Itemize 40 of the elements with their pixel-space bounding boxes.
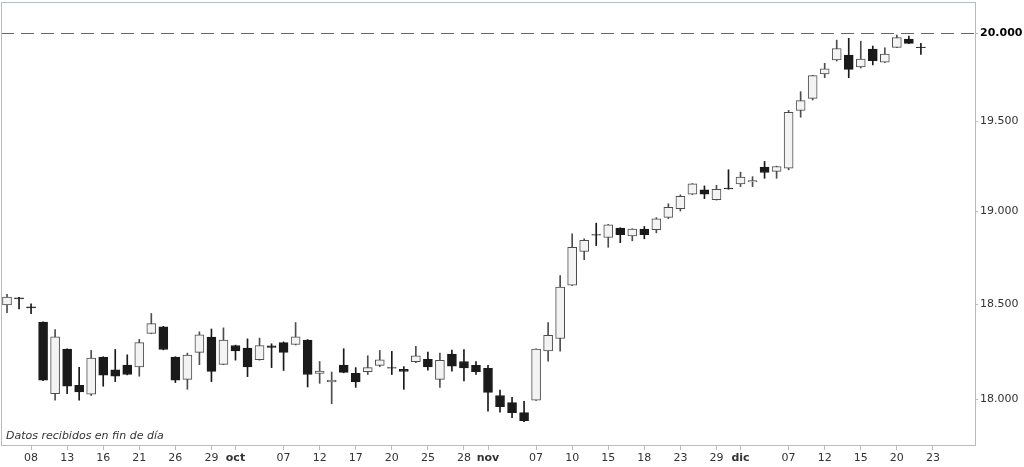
x-tick-label: 21 — [132, 451, 147, 465]
x-tick-label: 16 — [96, 451, 111, 465]
candlestick — [26, 303, 36, 315]
x-tick-label: oct — [225, 451, 246, 465]
candlestick — [14, 297, 24, 310]
x-tick-label: 13 — [60, 451, 75, 465]
candlestick — [110, 349, 121, 382]
x-tick-label: 29 — [204, 451, 219, 465]
y-tick-label: 18.000 — [980, 392, 1019, 406]
x-tick-label: 07 — [276, 451, 291, 465]
x-tick-label: 18 — [637, 451, 652, 465]
x-tick-label: 15 — [853, 451, 868, 465]
candlestick — [362, 355, 373, 375]
y-tick-label: 19.500 — [980, 113, 1019, 127]
x-tick-label: nov — [476, 451, 501, 465]
x-tick-label: 10 — [565, 451, 580, 465]
x-tick-label: 29 — [709, 451, 724, 465]
annotation: Datos recibidos en fin de día — [6, 429, 164, 443]
x-tick-label: 17 — [348, 451, 363, 465]
x-tick-label: 25 — [420, 451, 435, 465]
x-tick-label: 07 — [781, 451, 796, 465]
x-tick-label: 28 — [456, 451, 471, 465]
candlestick — [916, 43, 926, 55]
candlestick — [74, 367, 84, 401]
y-tick-label: 20.000 — [980, 26, 1023, 39]
x-tick-label: 20 — [889, 451, 904, 465]
x-tick-label: 26 — [168, 451, 183, 465]
x-tick-label: 12 — [817, 451, 832, 465]
x-tick-label: 23 — [673, 451, 688, 465]
x-tick-label: 07 — [529, 451, 544, 465]
x-tick-label: 15 — [601, 451, 616, 465]
candlestick — [459, 349, 469, 382]
x-tick-label: 20 — [384, 451, 399, 465]
y-tick-label: 19.000 — [980, 204, 1019, 218]
candlestick — [399, 366, 409, 390]
x-tick-label: dic — [731, 451, 750, 465]
x-tick-label: 23 — [925, 451, 940, 465]
x-tick-label: 12 — [312, 451, 327, 465]
x-tick-label: 08 — [24, 451, 39, 465]
y-tick-label: 18.500 — [980, 296, 1019, 310]
